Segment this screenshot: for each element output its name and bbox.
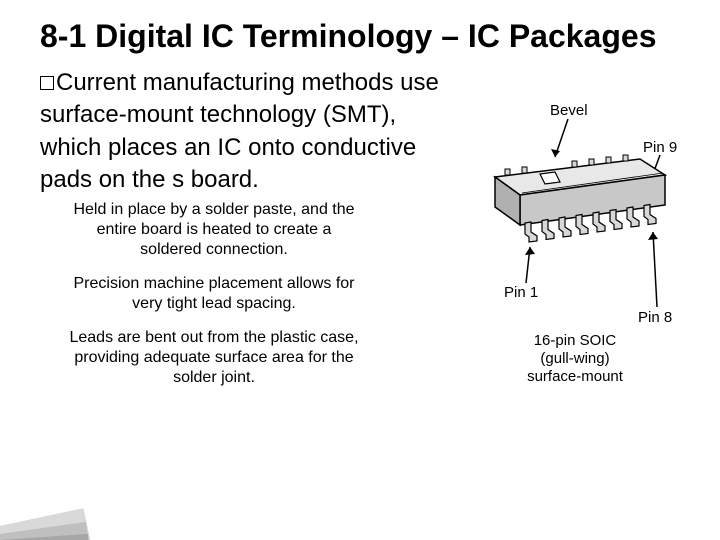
arrow-pin8: [653, 232, 657, 307]
text-column: Current manufacturing methods use surfac…: [40, 67, 452, 403]
note-1: Held in place by a solder paste, and the…: [64, 200, 364, 260]
figure-caption-3: surface-mount: [527, 368, 624, 385]
label-pin1: Pin 1: [504, 284, 538, 301]
main-paragraph: Current manufacturing methods use surfac…: [40, 67, 452, 197]
body-row: Current manufacturing methods use surfac…: [40, 67, 680, 403]
figure-caption-2: (gull-wing): [540, 350, 609, 367]
corner-accent: [0, 500, 120, 540]
label-pin8: Pin 8: [638, 309, 672, 326]
arrowhead-bevel: [551, 149, 560, 157]
bullet-square-icon: [40, 76, 54, 90]
label-pin9: Pin 9: [643, 139, 677, 156]
notes-block: Held in place by a solder paste, and the…: [64, 200, 364, 388]
note-2: Precision machine placement allows for v…: [64, 274, 364, 314]
figure-caption-1: 16-pin SOIC: [534, 332, 617, 349]
arrowhead-pin8: [648, 232, 658, 240]
label-bevel: Bevel: [550, 102, 588, 119]
main-para-lead: Current: [56, 69, 136, 96]
note-3: Leads are bent out from the plastic case…: [64, 328, 364, 388]
arrowhead-pin1: [525, 247, 535, 255]
slide-root: 8-1 Digital IC Terminology – IC Packages…: [0, 0, 720, 540]
figure-column: Bevel Pin 9: [460, 67, 680, 403]
soic-figure: Bevel Pin 9: [460, 97, 690, 397]
slide-title: 8-1 Digital IC Terminology – IC Packages: [40, 18, 680, 55]
